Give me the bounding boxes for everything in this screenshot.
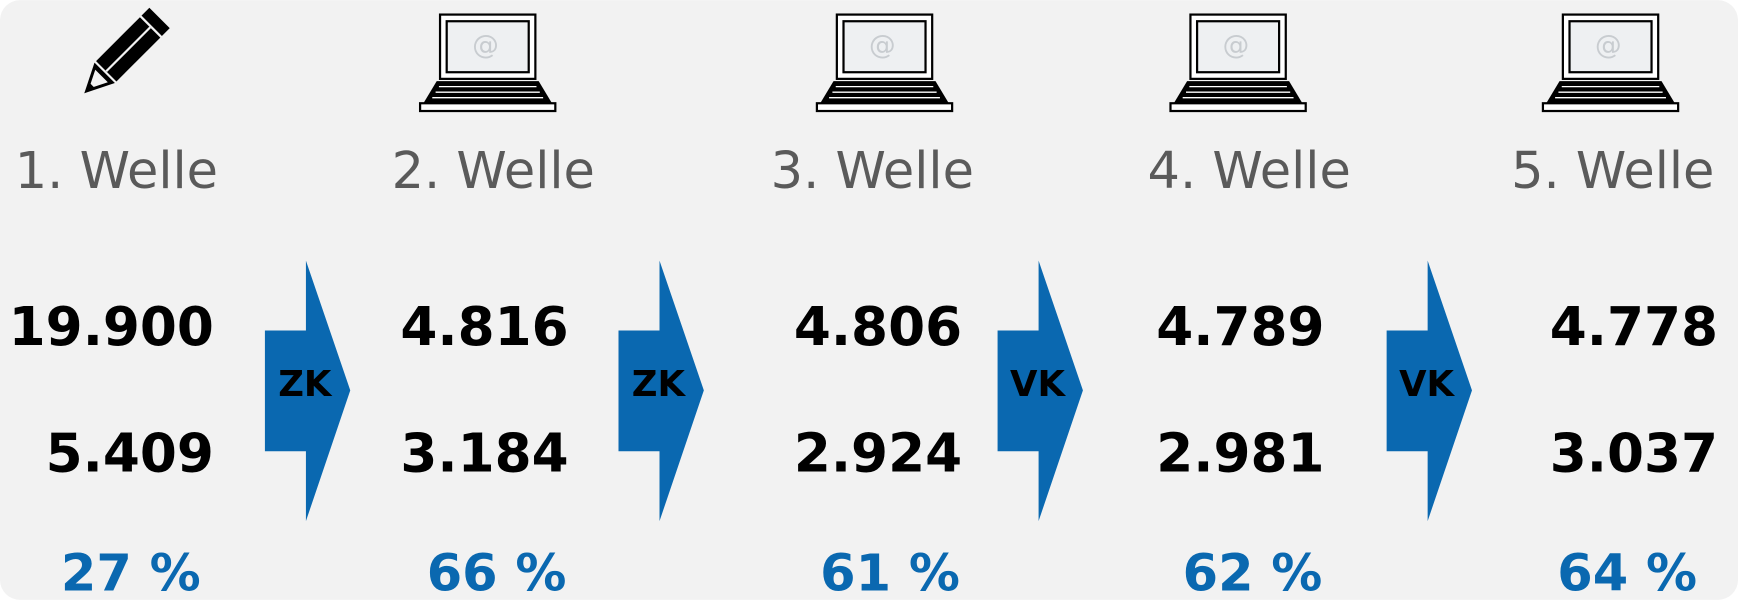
arrow: [618, 260, 704, 522]
wave-label: 4. Welle: [1148, 142, 1351, 201]
arrow-label: VK: [1399, 364, 1455, 405]
laptop-base: [418, 102, 557, 113]
laptop-icon: @: [1169, 13, 1307, 113]
arrow-label: ZK: [632, 364, 687, 405]
wave-label: 5. Welle: [1511, 142, 1714, 201]
response-count: 5.409: [46, 422, 214, 484]
laptop-icon: @: [1541, 13, 1680, 113]
arrow: [264, 260, 351, 522]
total-count: 4.816: [400, 296, 568, 358]
arrow: [997, 260, 1083, 522]
laptop-at: @: [1223, 30, 1250, 61]
laptop-icon: @: [418, 13, 557, 113]
response-count: 3.184: [400, 422, 568, 484]
response-rate: 61 %: [820, 545, 960, 600]
laptop-screen-inner: [1195, 20, 1281, 74]
laptop-base: [1169, 102, 1307, 113]
response-count: 2.981: [1156, 422, 1324, 484]
response-rate: 64 %: [1557, 545, 1697, 600]
total-count: 4.789: [1156, 296, 1324, 358]
response-rate: 27 %: [61, 545, 201, 600]
wave-label: 1. Welle: [15, 142, 218, 201]
laptop-base: [1541, 102, 1680, 113]
response-rate: 66 %: [427, 545, 567, 600]
pencil-icon: [84, 7, 170, 94]
laptop-base: [815, 102, 954, 113]
arrow: [1386, 260, 1472, 522]
arrow-label: VK: [1010, 364, 1066, 405]
laptop-screen-inner: [445, 20, 530, 74]
laptop-at: @: [869, 30, 896, 61]
total-count: 4.806: [794, 296, 962, 358]
response-count: 2.924: [794, 422, 962, 484]
arrow-label: ZK: [278, 364, 333, 405]
laptop-at: @: [472, 30, 499, 61]
response-count: 3.037: [1550, 422, 1718, 484]
wave-label: 2. Welle: [392, 142, 595, 201]
laptop-screen-inner: [842, 20, 927, 74]
total-count: 19.900: [9, 296, 214, 358]
response-rate: 62 %: [1183, 545, 1323, 600]
laptop-at: @: [1595, 30, 1622, 61]
laptop-icon: @: [815, 13, 954, 113]
wave-label: 3. Welle: [771, 142, 974, 201]
total-count: 4.778: [1550, 296, 1718, 358]
laptop-screen-inner: [1568, 20, 1653, 74]
